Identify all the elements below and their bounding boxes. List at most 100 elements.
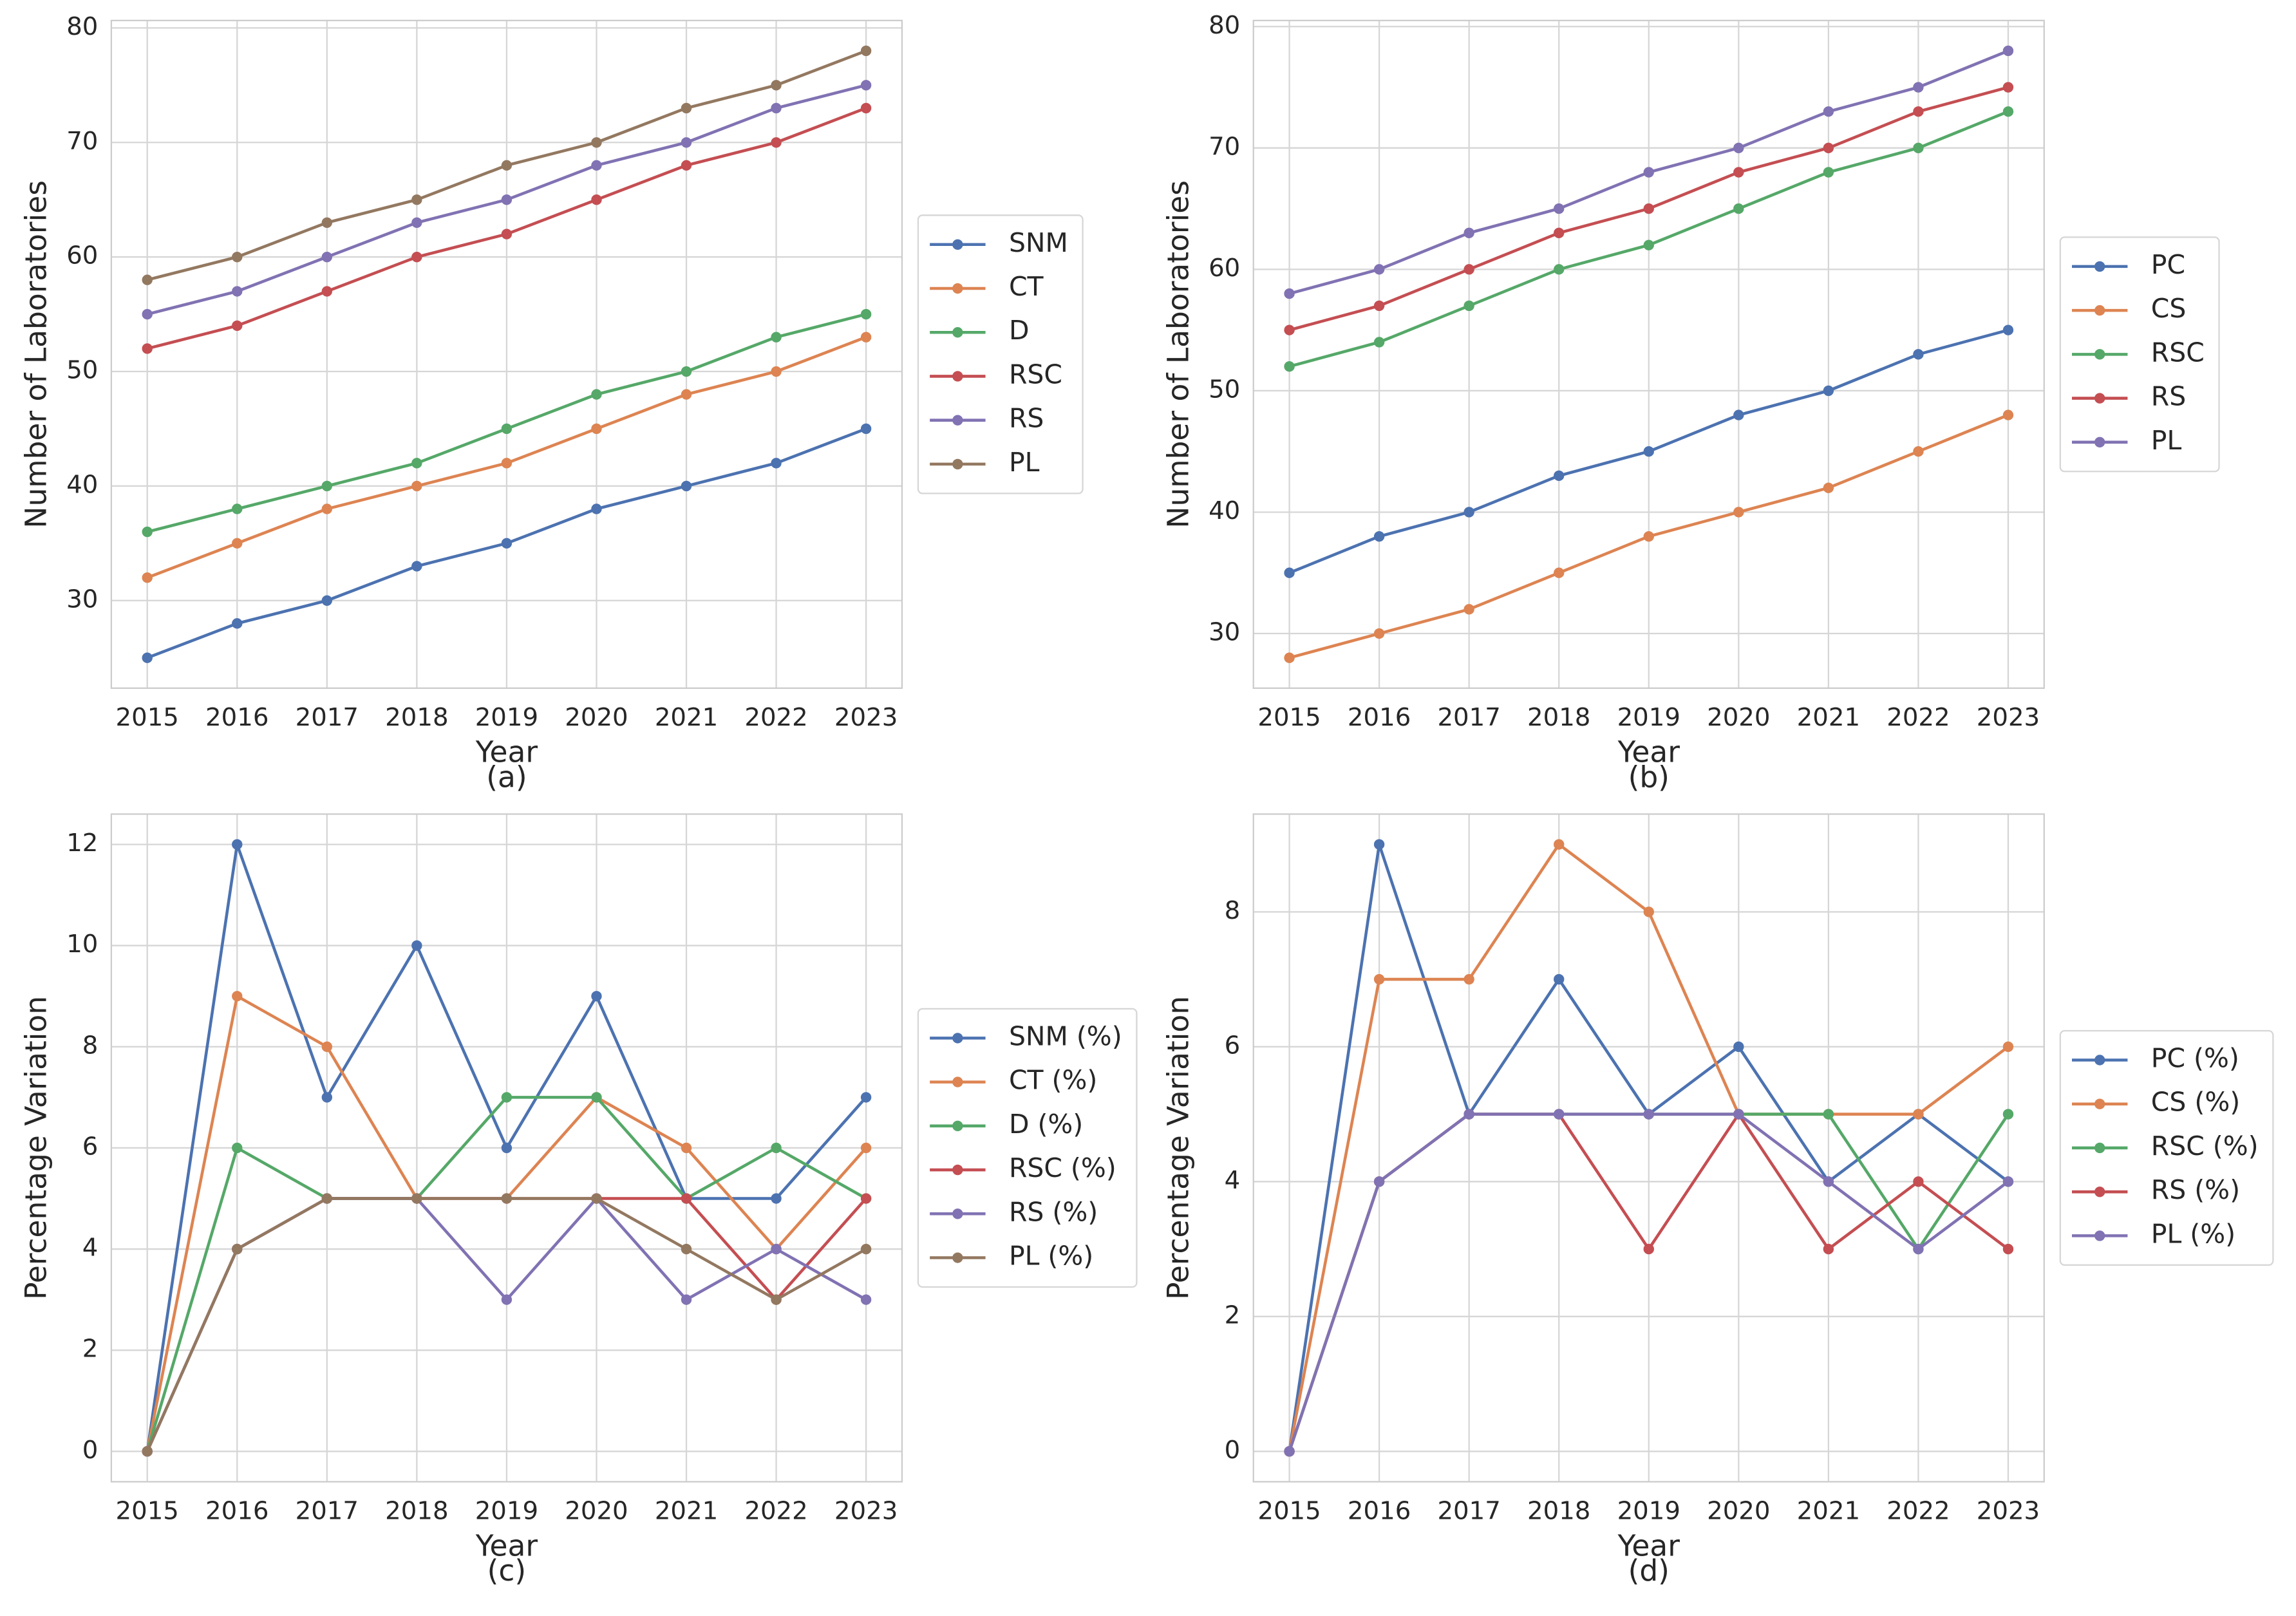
data-point: [681, 366, 692, 377]
data-point: [501, 229, 513, 240]
data-point: [860, 45, 872, 57]
data-point: [771, 458, 782, 469]
data-point: [1373, 628, 1385, 639]
y-tick-label: 12: [66, 829, 98, 858]
data-point: [411, 940, 422, 951]
y-axis-label: Percentage Variation: [19, 996, 53, 1300]
axes-frame: [1252, 19, 2045, 689]
data-point: [2002, 1109, 2014, 1120]
data-point: [2002, 82, 2014, 93]
legend-marker: [2094, 437, 2105, 447]
y-tick-label: 6: [1225, 1031, 1241, 1060]
data-point: [1463, 507, 1474, 518]
data-point: [1643, 907, 1654, 917]
x-tick-label: 2021: [1797, 703, 1860, 732]
data-point: [1733, 142, 1744, 154]
legend-label: CS: [2151, 293, 2187, 324]
legend-label: RSC (%): [1009, 1152, 1116, 1183]
data-point: [1554, 264, 1565, 275]
data-point: [591, 991, 602, 1002]
x-tick-label: 2015: [116, 703, 179, 732]
data-point: [1823, 167, 1834, 178]
x-tick-label: 2022: [1887, 703, 1950, 732]
data-point: [321, 595, 332, 606]
data-point: [411, 458, 422, 469]
data-point: [771, 1243, 782, 1255]
legend-marker: [952, 458, 963, 470]
x-tick-label: 2016: [1348, 1497, 1411, 1526]
x-tick-label: 2022: [744, 1497, 807, 1526]
x-tick-label: 2022: [1887, 1497, 1950, 1526]
data-point: [681, 480, 692, 492]
legend-marker: [952, 1164, 963, 1176]
x-tick-label: 2023: [834, 703, 898, 732]
data-point: [232, 251, 243, 263]
y-tick-label: 2: [1225, 1301, 1241, 1329]
data-point: [321, 251, 332, 263]
data-point: [771, 1294, 782, 1305]
data-point: [411, 251, 422, 263]
data-point: [591, 503, 602, 514]
data-point: [501, 1193, 513, 1204]
data-point: [1733, 167, 1744, 178]
x-tick-label: 2018: [385, 703, 448, 732]
legend: PC (%) CS (%) RSC (%) RS (%) PL (%): [2059, 1029, 2274, 1266]
plot-area: [110, 19, 903, 689]
data-point: [1643, 240, 1654, 250]
plot-area: [1252, 19, 2045, 689]
data-point: [1373, 300, 1385, 312]
data-point: [232, 538, 243, 549]
x-axis-label: Year: [475, 735, 538, 769]
y-tick-label: 50: [1209, 375, 1240, 404]
legend-marker: [952, 327, 963, 338]
data-point: [1284, 1446, 1295, 1457]
data-point: [1823, 1109, 1834, 1120]
data-point: [591, 1193, 602, 1204]
data-point: [771, 102, 782, 114]
data-point: [681, 1193, 692, 1204]
legend-label: D: [1009, 315, 1030, 346]
data-point: [232, 286, 243, 297]
caption: (a): [486, 760, 527, 794]
x-tick-label: 2016: [205, 1497, 268, 1526]
x-axis-label: Year: [1617, 1528, 1680, 1563]
data-point: [1823, 142, 1834, 154]
y-tick-label: 40: [66, 470, 98, 499]
legend-marker: [952, 1076, 963, 1087]
y-tick-label: 80: [1209, 11, 1240, 40]
legend-frame: [917, 1008, 1138, 1288]
x-tick-label: 2016: [205, 703, 268, 732]
legend-label: PC (%): [2151, 1042, 2239, 1073]
data-point: [1823, 106, 1834, 117]
data-point: [860, 308, 872, 320]
legend-label: RS: [2151, 381, 2186, 412]
data-point: [1913, 1243, 1924, 1255]
data-point: [1823, 482, 1834, 493]
y-tick-label: 8: [82, 1031, 99, 1060]
data-point: [1733, 1109, 1744, 1120]
data-point: [142, 274, 153, 285]
data-point: [1913, 82, 1924, 93]
data-point: [771, 1142, 782, 1154]
data-point: [1463, 973, 1474, 985]
y-tick-label: 60: [66, 241, 98, 270]
data-point: [1643, 531, 1654, 542]
data-point: [1373, 1176, 1385, 1187]
y-tick-label: 0: [82, 1436, 99, 1465]
data-point: [860, 80, 872, 91]
data-point: [681, 1294, 692, 1305]
data-point: [2002, 1176, 2014, 1187]
legend-label: CT: [1009, 271, 1044, 302]
y-axis-label: Percentage Variation: [1162, 996, 1196, 1300]
x-tick-label: 2015: [1257, 703, 1321, 732]
data-point: [501, 423, 513, 435]
data-point: [501, 194, 513, 205]
x-tick-label: 2023: [1977, 703, 2040, 732]
data-point: [860, 423, 872, 435]
legend-marker: [952, 239, 963, 250]
legend-marker: [2094, 1142, 2105, 1154]
data-point: [1284, 652, 1295, 663]
y-tick-label: 30: [66, 585, 98, 614]
data-point: [1913, 446, 1924, 457]
data-point: [860, 1142, 872, 1154]
